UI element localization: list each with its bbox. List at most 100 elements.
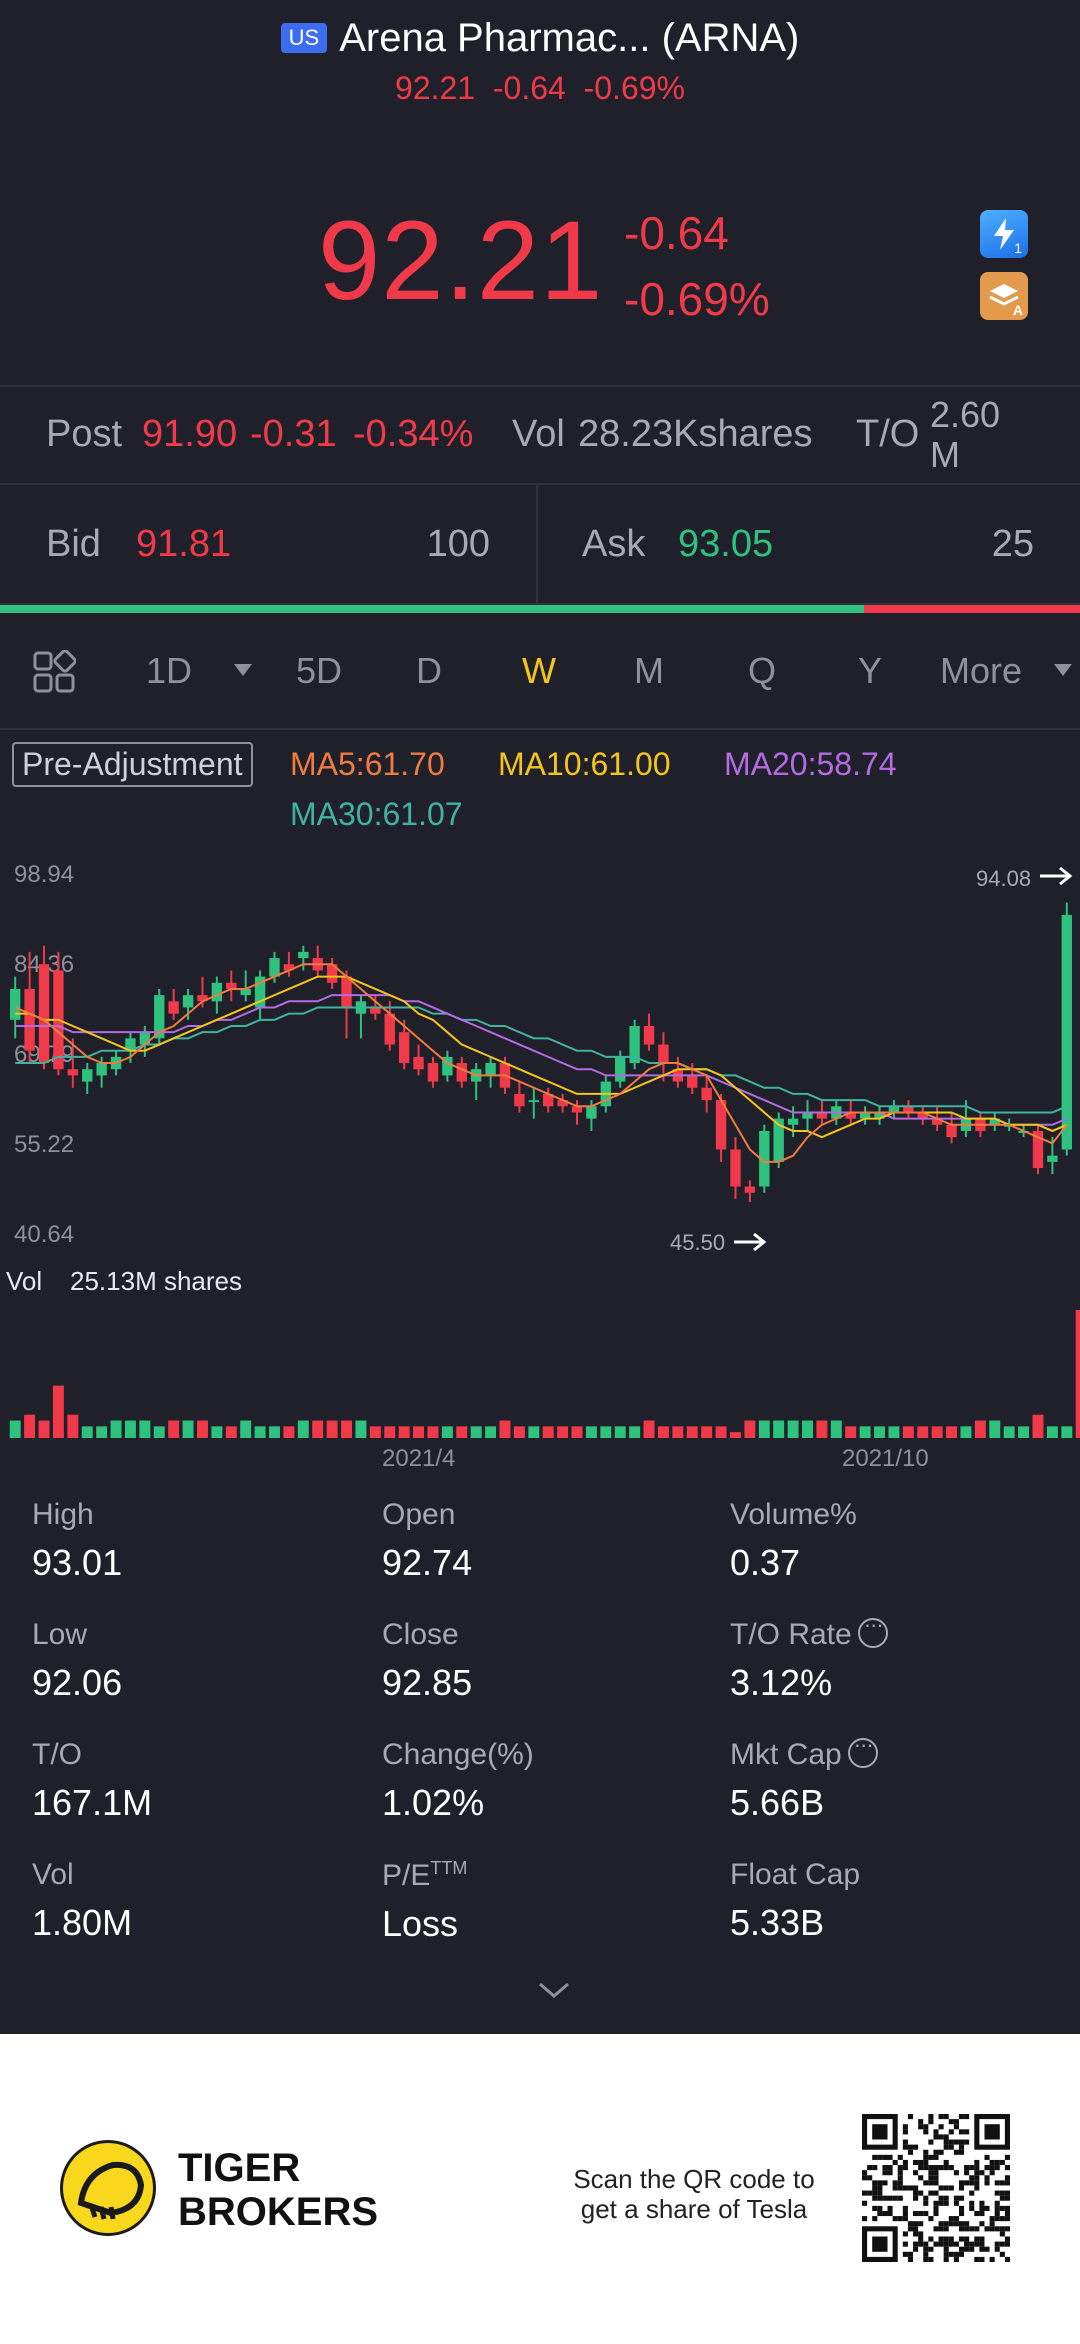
- volume-bar: [269, 1426, 280, 1438]
- indicator-legend: Pre-Adjustment MA5:61.70 MA10:61.00 MA20…: [0, 738, 1080, 838]
- lightning-trade-icon[interactable]: 1: [980, 210, 1028, 258]
- tab-q[interactable]: Q: [748, 650, 777, 691]
- candle-body: [543, 1093, 554, 1107]
- candle-body: [629, 1026, 640, 1064]
- volume-bar: [211, 1426, 223, 1438]
- candle-body: [557, 1100, 568, 1107]
- candle-body: [787, 1118, 799, 1125]
- candle-body: [586, 1106, 597, 1119]
- to-rate-info-icon[interactable]: [857, 1612, 888, 1648]
- tab-more-dropdown-icon[interactable]: [1054, 664, 1072, 676]
- candle-body: [917, 1112, 928, 1119]
- volume-bar: [960, 1426, 972, 1438]
- bid-price: 91.81: [136, 523, 232, 565]
- ask-size: 25: [991, 523, 1034, 565]
- x-tick-label: 2021/10: [842, 1445, 929, 1472]
- candle-body: [298, 951, 309, 959]
- tab-d[interactable]: D: [416, 650, 442, 691]
- tab-1d-dropdown-icon[interactable]: [234, 664, 252, 676]
- candle-body: [269, 958, 280, 977]
- promo-footer: TIGER BROKERS Scan the QR code to get a …: [0, 2034, 1080, 2344]
- volume-bar: [902, 1426, 914, 1438]
- tab-more[interactable]: More: [940, 650, 1023, 691]
- header-sub-pct: -0.69%: [583, 70, 685, 106]
- volume-bar: [571, 1426, 583, 1438]
- expand-chevron-icon[interactable]: [536, 1978, 572, 2002]
- candle-body: [211, 982, 223, 1002]
- candle-body: [989, 1118, 1000, 1125]
- candle-body: [182, 995, 194, 1008]
- volume-bar: [499, 1420, 511, 1438]
- candle-body: [427, 1063, 439, 1082]
- tab-1d[interactable]: 1D: [146, 650, 193, 691]
- layers-icon[interactable]: A: [980, 272, 1028, 320]
- candle-body: [701, 1087, 712, 1101]
- candle-body: [10, 988, 21, 1020]
- ask-ratio-fill: [864, 605, 1080, 613]
- candle-body: [571, 1106, 583, 1113]
- volume-bar: [744, 1420, 756, 1438]
- candle-body: [1032, 1130, 1044, 1169]
- tab-y[interactable]: Y: [858, 650, 883, 691]
- post-to-label: T/O: [856, 413, 920, 455]
- bid-label: Bid: [46, 523, 101, 565]
- stat-low: Low 92.06: [32, 1618, 123, 1703]
- mkt-cap-info-icon[interactable]: [847, 1732, 878, 1768]
- volume-bar: [1061, 1426, 1073, 1438]
- volume-bar: [830, 1420, 842, 1438]
- candle-body: [715, 1100, 727, 1150]
- candle-body: [67, 1069, 79, 1076]
- tiger-logo-icon: [60, 2140, 156, 2236]
- candle-body: [384, 1013, 395, 1045]
- stat-float-cap: Float Cap 5.33B: [730, 1858, 861, 1943]
- candle-body: [759, 1130, 770, 1187]
- volume-bar: [802, 1420, 813, 1438]
- volume-bar: [81, 1426, 93, 1438]
- candle-body: [254, 976, 266, 1008]
- volume-bar: [355, 1420, 367, 1438]
- post-pct: -0.34%: [353, 413, 474, 455]
- volume-bar: [758, 1420, 770, 1438]
- candle-body: [931, 1118, 943, 1125]
- post-vol-value: 28.23Kshares: [578, 413, 813, 455]
- volume-bar: [686, 1426, 698, 1438]
- volume-bar: [369, 1426, 381, 1438]
- volume-bar: [413, 1426, 425, 1438]
- header-sub-change: -0.64: [492, 70, 566, 106]
- volume-bar: [196, 1420, 208, 1438]
- price-change: -0.64: [624, 207, 729, 259]
- layout-grid-icon[interactable]: [32, 649, 77, 694]
- volume-bar: [485, 1426, 497, 1438]
- candle-body: [773, 1118, 784, 1162]
- candle-body: [730, 1149, 741, 1187]
- ma10-value: MA10:61.00: [498, 746, 671, 782]
- volume-bar: [456, 1426, 468, 1438]
- header-sub-price: 92.21: [395, 70, 476, 106]
- volume-bar: [9, 1420, 21, 1438]
- qr-code-icon: [862, 2114, 1010, 2262]
- volume-bar: [614, 1426, 626, 1438]
- volume-label: Vol: [6, 1266, 42, 1296]
- volume-bar: [643, 1420, 655, 1438]
- volume-bar: [931, 1426, 943, 1438]
- candle-body: [370, 1007, 381, 1014]
- ma10-line: [15, 975, 1068, 1139]
- volume-bar: [729, 1432, 741, 1438]
- tab-m[interactable]: M: [634, 650, 664, 691]
- bid-ratio-fill: [0, 605, 864, 613]
- lightning-badge-text: 1: [1014, 240, 1022, 256]
- candle-body: [946, 1124, 957, 1138]
- volume-bar: [845, 1426, 857, 1438]
- ma20-value: MA20:58.74: [724, 746, 897, 782]
- tab-w[interactable]: W: [522, 650, 556, 691]
- volume-bar: [182, 1420, 194, 1438]
- candle-body: [341, 976, 352, 1008]
- y-tick-label: 98.94: [14, 861, 74, 888]
- bid-size: 100: [426, 523, 490, 565]
- stock-title-row[interactable]: US Arena Pharmac... (ARNA): [0, 16, 1080, 61]
- volume-bar: [168, 1420, 180, 1438]
- pre-adjustment-button[interactable]: Pre-Adjustment: [12, 742, 253, 787]
- tab-5d[interactable]: 5D: [296, 650, 343, 691]
